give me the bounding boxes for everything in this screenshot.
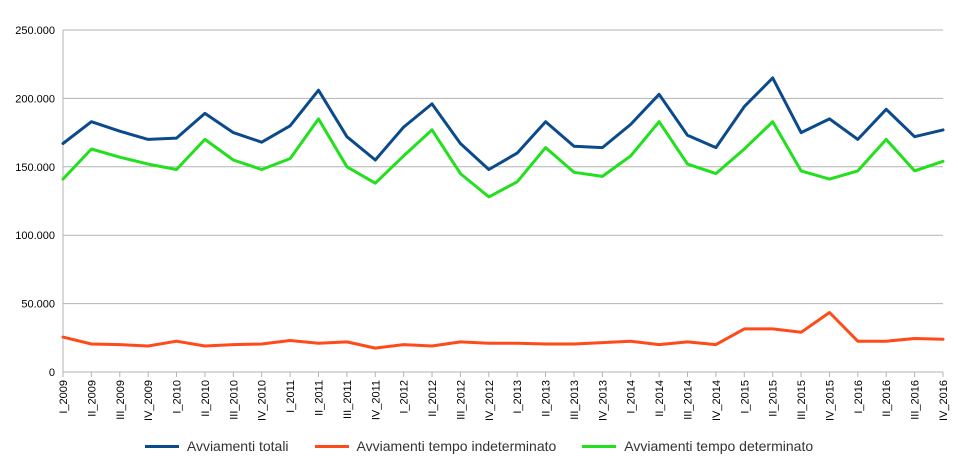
legend-swatch-indeterminato xyxy=(314,444,349,448)
x-tick-label: II_2015 xyxy=(768,380,780,417)
legend: Avviamenti totali Avviamenti tempo indet… xyxy=(0,438,958,454)
y-tick-label: 200.000 xyxy=(15,93,55,105)
x-tick-label: I_2009 xyxy=(58,380,70,414)
x-tick-label: I_2010 xyxy=(172,380,184,414)
x-tick-label: II_2014 xyxy=(654,380,666,417)
y-tick-label: 150.000 xyxy=(15,162,55,174)
legend-item-indeterminato: Avviamenti tempo indeterminato xyxy=(314,438,557,454)
x-tick-label: III_2009 xyxy=(115,380,127,420)
x-tick-label: I_2012 xyxy=(399,380,411,414)
y-axis-tick-labels: 0 50.000 100.000 150.000 200.000 250.000 xyxy=(15,25,55,379)
x-tick-label: IV_2012 xyxy=(484,380,496,421)
grid-lines xyxy=(63,29,943,373)
x-tick-label: I_2011 xyxy=(285,380,297,413)
x-tick-label: I_2015 xyxy=(739,380,751,414)
x-tick-label: IV_2015 xyxy=(824,380,836,421)
series-lines xyxy=(61,76,945,350)
y-tick-label: 0 xyxy=(49,367,55,379)
y-tick-label: 100.000 xyxy=(15,230,55,242)
y-tick-label: 50.000 xyxy=(21,299,55,311)
x-tick-label: IV_2011 xyxy=(370,380,382,420)
x-tick-label: II_2009 xyxy=(86,380,98,417)
legend-swatch-determinato xyxy=(582,444,617,448)
x-tick-label: I_2016 xyxy=(853,380,865,414)
series-line-2 xyxy=(61,117,945,199)
x-tick-label: III_2010 xyxy=(228,380,240,420)
x-tick-label: IV_2010 xyxy=(257,380,269,421)
x-tick-label: II_2011 xyxy=(313,380,325,416)
legend-label-totali: Avviamenti totali xyxy=(186,438,289,454)
x-tick-label: IV_2014 xyxy=(711,380,723,421)
x-tick-label: III_2015 xyxy=(796,380,808,420)
y-tick-label: 250.000 xyxy=(15,25,55,37)
legend-item-determinato: Avviamenti tempo determinato xyxy=(582,438,813,454)
x-tick-label: IV_2009 xyxy=(143,380,155,421)
x-tick-label: I_2014 xyxy=(626,380,638,414)
x-tick-label: II_2013 xyxy=(541,380,553,417)
legend-label-determinato: Avviamenti tempo determinato xyxy=(624,438,814,454)
legend-swatch-totali xyxy=(144,444,179,448)
x-tick-label: III_2014 xyxy=(683,380,695,420)
x-tick-label: II_2016 xyxy=(881,380,893,417)
legend-label-indeterminato: Avviamenti tempo indeterminato xyxy=(356,438,557,454)
x-axis-tick-labels: I_2009 II_2009 III_2009 IV_2009 I_2010 II_201… xyxy=(58,380,950,421)
x-tick-label: II_2010 xyxy=(200,380,212,417)
x-tick-label: I_2013 xyxy=(512,380,524,414)
x-axis xyxy=(62,30,944,377)
x-tick-label: IV_2016 xyxy=(938,380,950,421)
x-tick-label: III_2016 xyxy=(910,380,922,420)
x-tick-label: II_2012 xyxy=(427,380,439,417)
x-tick-label: III_2013 xyxy=(569,380,581,420)
x-tick-label: III_2011 xyxy=(342,380,354,419)
series-line-0 xyxy=(61,76,945,171)
x-tick-label: III_2012 xyxy=(455,380,467,420)
series-line-1 xyxy=(61,311,945,350)
x-tick-label: IV_2013 xyxy=(597,380,609,421)
legend-item-totali: Avviamenti totali xyxy=(144,438,289,454)
